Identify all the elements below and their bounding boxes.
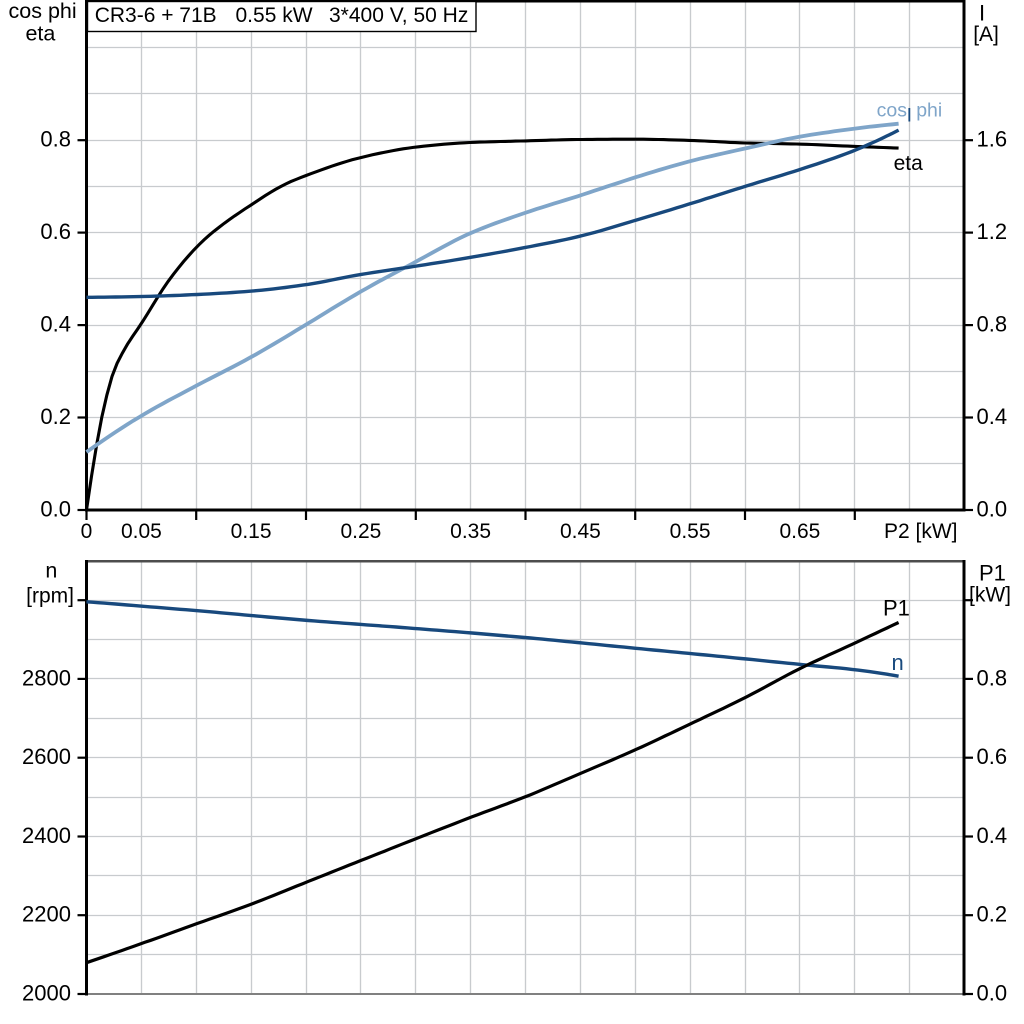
svg-text:0.8: 0.8 <box>977 665 1008 690</box>
svg-text:n: n <box>892 650 904 675</box>
svg-text:cos phi: cos phi <box>9 0 77 23</box>
svg-text:0.0: 0.0 <box>977 497 1008 522</box>
svg-text:0.0: 0.0 <box>40 497 71 522</box>
svg-text:2200: 2200 <box>22 902 71 927</box>
svg-text:0.4: 0.4 <box>977 823 1008 848</box>
svg-text:0.55: 0.55 <box>670 520 711 543</box>
svg-text:P1: P1 <box>979 561 1006 586</box>
svg-text:0.8: 0.8 <box>977 312 1008 337</box>
svg-text:0.2: 0.2 <box>977 902 1008 927</box>
svg-text:0.05: 0.05 <box>121 520 162 543</box>
svg-text:2000: 2000 <box>22 981 71 1006</box>
svg-text:2400: 2400 <box>22 823 71 848</box>
svg-text:[rpm]: [rpm] <box>26 585 74 608</box>
svg-text:n: n <box>45 559 57 583</box>
svg-text:2600: 2600 <box>22 744 71 769</box>
svg-text:0.55 kW: 0.55 kW <box>236 4 313 27</box>
svg-text:1.2: 1.2 <box>977 219 1008 244</box>
svg-text:0.45: 0.45 <box>560 520 601 543</box>
svg-text:I: I <box>979 1 985 26</box>
svg-text:0.35: 0.35 <box>450 520 491 543</box>
svg-text:eta: eta <box>25 22 55 46</box>
svg-text:0.6: 0.6 <box>977 744 1008 769</box>
svg-text:eta: eta <box>894 152 924 175</box>
svg-text:2800: 2800 <box>22 665 71 690</box>
svg-text:0: 0 <box>81 520 93 543</box>
svg-text:I: I <box>907 105 912 127</box>
svg-text:phi: phi <box>916 100 942 122</box>
svg-text:P2 [kW]: P2 [kW] <box>884 520 958 543</box>
svg-text:1.6: 1.6 <box>977 127 1008 152</box>
svg-text:[kW]: [kW] <box>969 584 1011 607</box>
svg-text:0.15: 0.15 <box>231 520 272 543</box>
svg-text:[A]: [A] <box>973 23 999 46</box>
svg-text:cos: cos <box>877 100 908 122</box>
svg-text:CR3-6 + 71B: CR3-6 + 71B <box>95 4 217 27</box>
svg-text:0.4: 0.4 <box>977 404 1008 429</box>
svg-text:P1: P1 <box>883 596 910 621</box>
svg-text:0.0: 0.0 <box>977 981 1008 1006</box>
svg-text:0.2: 0.2 <box>40 404 71 429</box>
svg-text:0.4: 0.4 <box>40 312 71 337</box>
svg-text:0.65: 0.65 <box>779 520 820 543</box>
svg-text:0.6: 0.6 <box>40 219 71 244</box>
svg-text:3*400 V, 50 Hz: 3*400 V, 50 Hz <box>329 4 468 27</box>
svg-text:0.25: 0.25 <box>340 520 381 543</box>
svg-text:0.8: 0.8 <box>40 127 71 152</box>
